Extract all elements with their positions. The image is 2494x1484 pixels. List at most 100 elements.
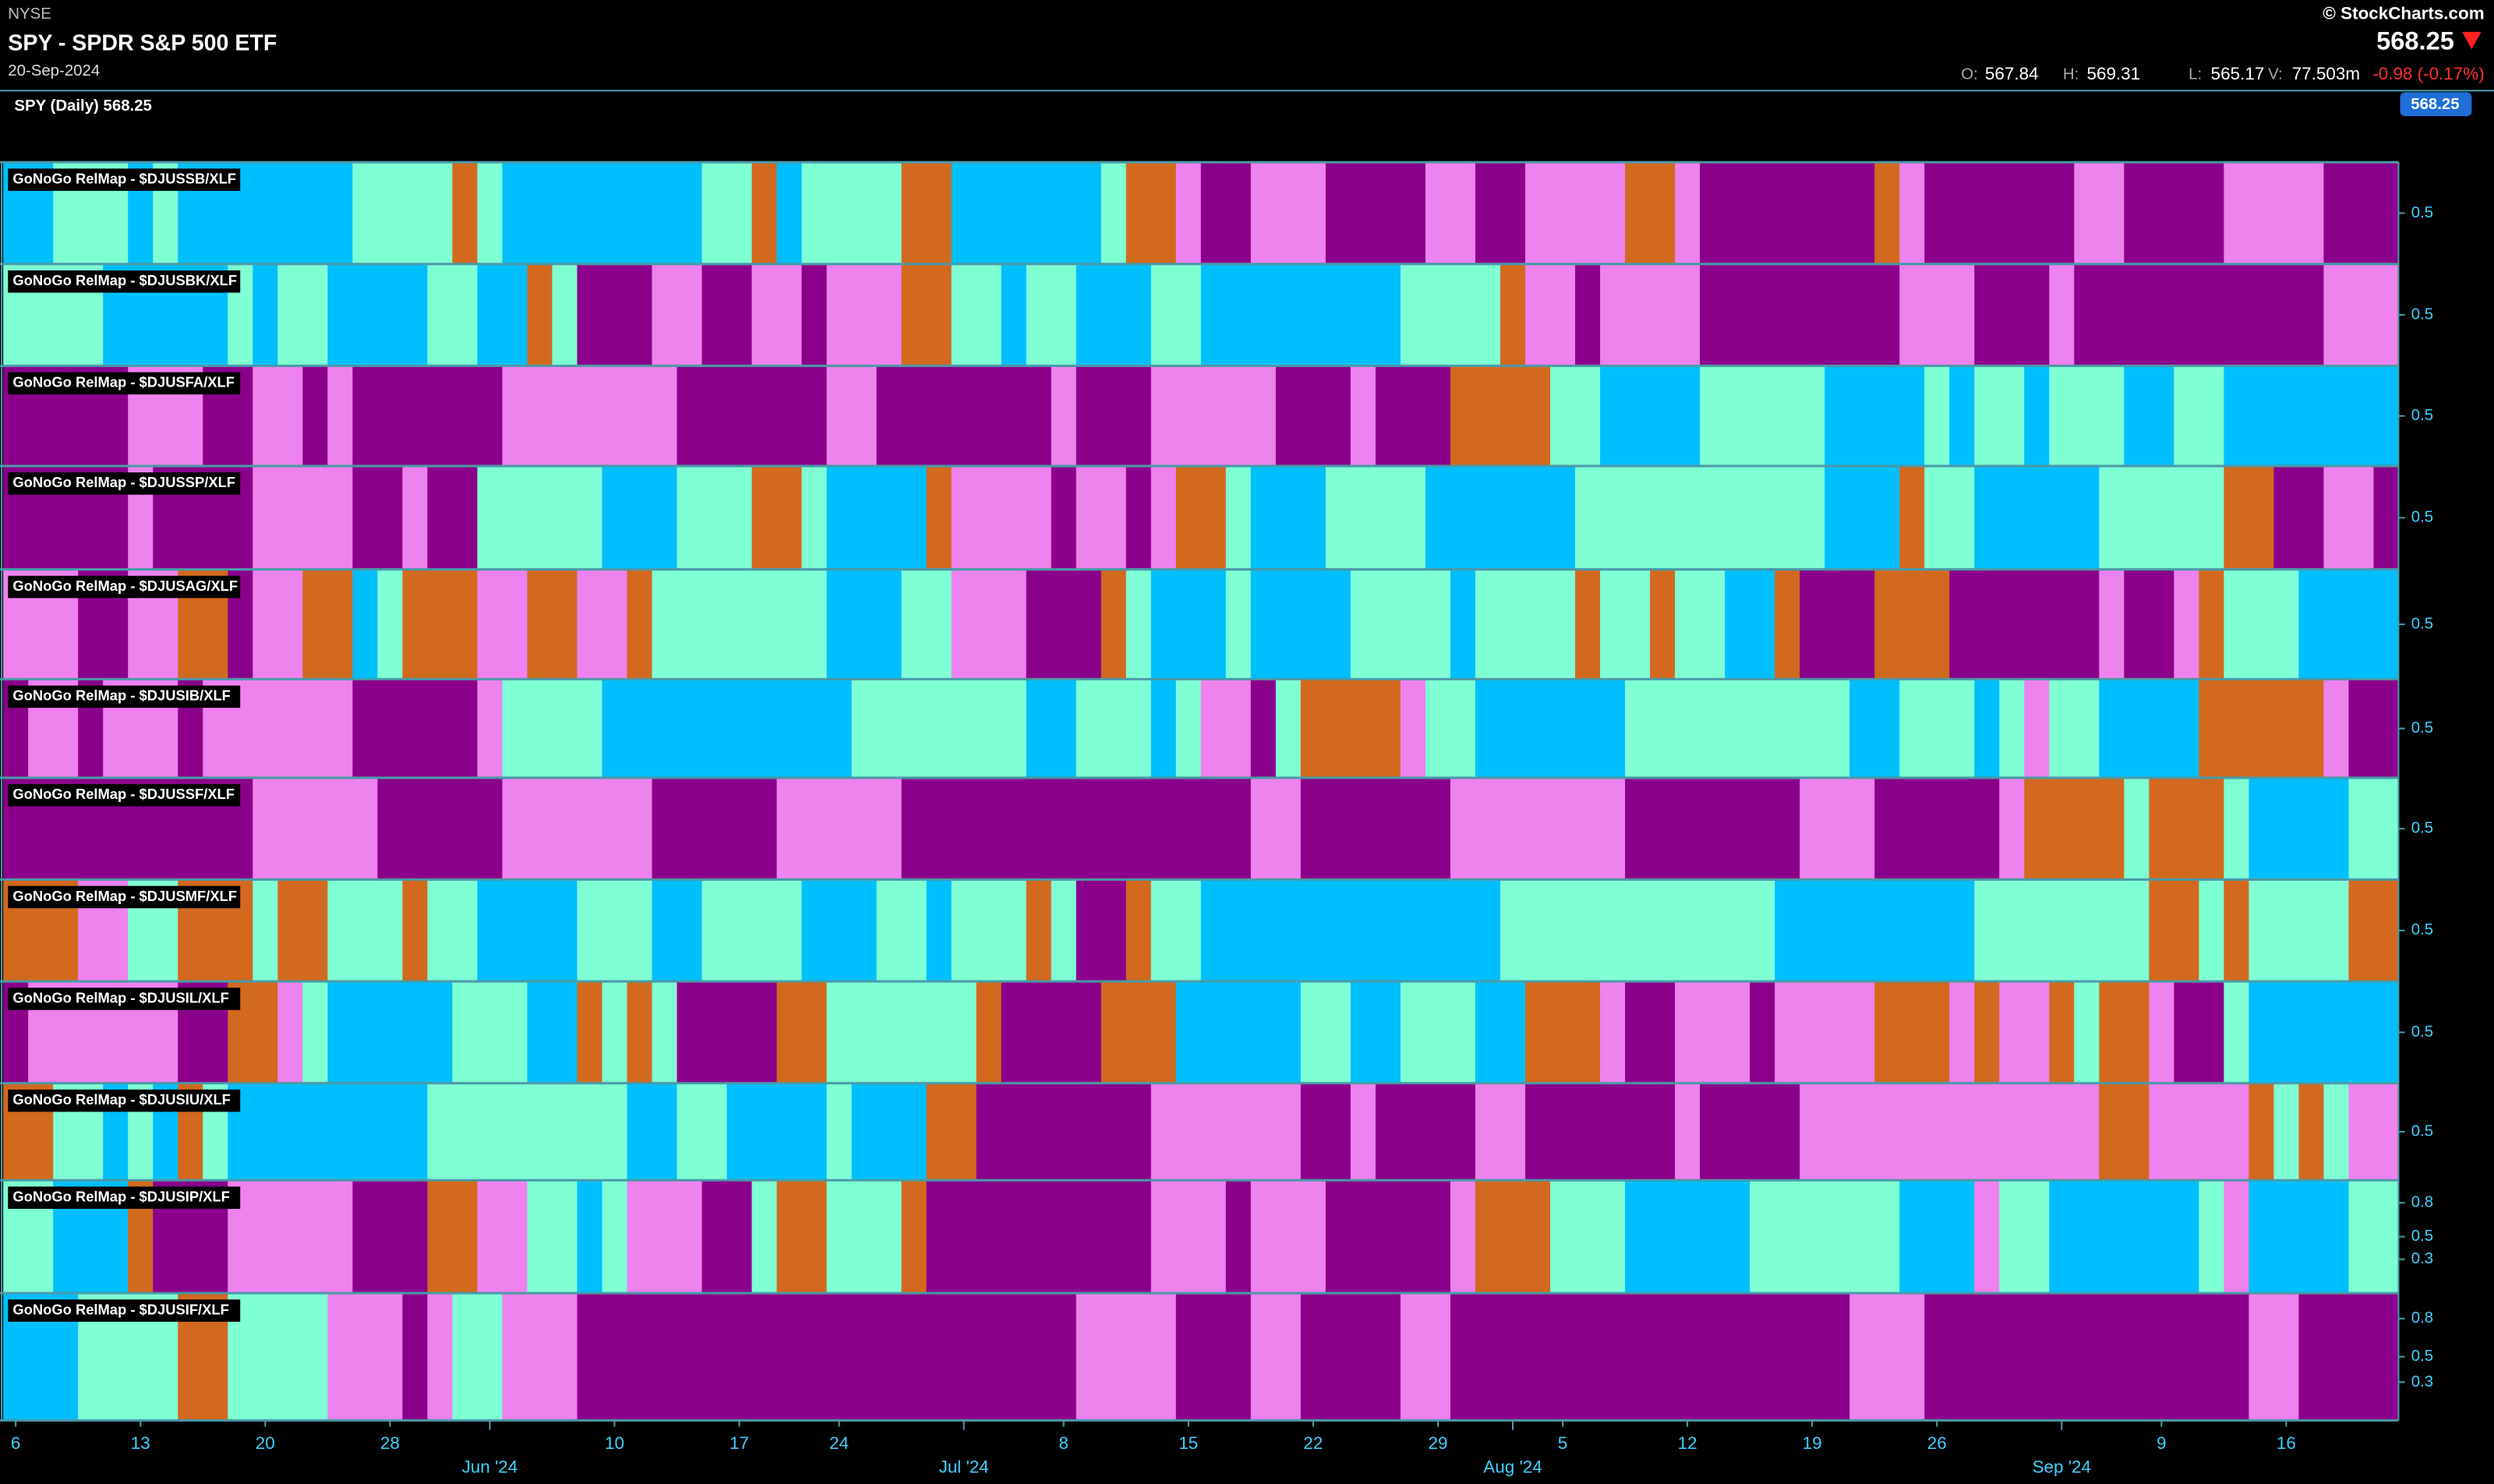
relmap-block [277, 879, 328, 982]
relmap-block [1250, 777, 1302, 880]
relmap-block [2323, 679, 2350, 778]
relmap-block [1175, 981, 1302, 1083]
relmap-block [1026, 879, 1052, 982]
relmap-block [1125, 879, 1152, 982]
relmap-block [228, 1083, 428, 1181]
relmap-block [2199, 879, 2225, 982]
relmap-block [1974, 465, 2100, 570]
y-tick-label: 0.8 [2411, 1309, 2433, 1327]
relmap-block [577, 1180, 603, 1294]
relmap-block [2199, 679, 2325, 778]
relmap-block [801, 465, 828, 570]
relmap-block [2099, 465, 2225, 570]
relmap-block [826, 569, 903, 680]
relmap-block [826, 366, 878, 466]
relmap-block [701, 263, 753, 366]
relmap-block [951, 465, 1052, 570]
relmap-block [327, 981, 454, 1083]
last-price: 568.25 [2376, 26, 2454, 55]
relmap-block [1450, 569, 1476, 680]
relmap-block [352, 1180, 428, 1294]
relmap-block [1675, 162, 1701, 264]
month-label: Jul '24 [939, 1458, 989, 1477]
relmap-block [2224, 366, 2400, 466]
panels: 0.5 GoNoGo RelMap - $DJUSSB/XLF 0.5 GoNoGo … [0, 161, 2433, 1422]
month-label: Aug '24 [1483, 1458, 1542, 1477]
relmap-block [402, 569, 479, 680]
relmap-block [477, 263, 528, 366]
relmap-block [2224, 1180, 2250, 1294]
relmap-block [1325, 1180, 1451, 1294]
relmap-block [826, 263, 903, 366]
panel-title: GoNoGo RelMap - $DJUSSP/XLF [12, 474, 235, 490]
relmap-block [1725, 569, 1775, 680]
relmap-block [676, 981, 778, 1083]
relmap-block [402, 1293, 428, 1421]
relmap-block [1250, 162, 1326, 264]
relmap-block [1700, 1083, 1800, 1181]
panel-label-bg [8, 472, 241, 495]
relmap-block [2099, 981, 2150, 1083]
relmap-block [1250, 679, 1277, 778]
relmap-block [1575, 263, 1601, 366]
relmap-block [1700, 366, 1825, 466]
relmap-block [1899, 465, 1925, 570]
relmap-block [1175, 1293, 1252, 1421]
relmap-block [1899, 162, 1925, 264]
relmap-block [1150, 879, 1202, 982]
relmap-block [2124, 162, 2225, 264]
relmap-block [652, 981, 678, 1083]
relmap-block [527, 1180, 578, 1294]
x-tick-label: 22 [1303, 1433, 1323, 1453]
relmap-block [1300, 777, 1451, 880]
relmap-block [228, 1180, 353, 1294]
relmap-block [2373, 465, 2400, 570]
relmap-block [352, 366, 503, 466]
panel-label-bg [8, 1089, 241, 1112]
relmap-block [1974, 1180, 2000, 1294]
relmap-block [1899, 263, 1975, 366]
relmap-block [1175, 162, 1202, 264]
relmap-block [701, 162, 753, 264]
relmap-block [2224, 879, 2250, 982]
y-tick-label: 0.5 [2411, 820, 2433, 837]
relmap-block [801, 879, 878, 982]
relmap-block [1575, 465, 1825, 570]
relmap-block [2224, 569, 2300, 680]
relmap-block [253, 366, 303, 466]
relmap-block [2124, 569, 2174, 680]
relmap-block [901, 777, 1252, 880]
relmap-block [253, 879, 278, 982]
relmap-block [2149, 777, 2225, 880]
relmap-block [2049, 366, 2125, 466]
relmap-block [1275, 366, 1351, 466]
relmap-block [1150, 1083, 1302, 1181]
relmap-block [302, 366, 328, 466]
x-tick-label: 8 [1059, 1433, 1069, 1453]
y-tick-label: 0.5 [2411, 615, 2433, 632]
panel-label-bg [8, 1186, 241, 1209]
relmap-block [1825, 465, 1900, 570]
relmap-block [2224, 777, 2250, 880]
relmap-block [1026, 569, 1102, 680]
relmap-block [427, 879, 479, 982]
x-tick-label: 5 [1558, 1433, 1567, 1453]
relmap-block [377, 777, 503, 880]
relmap-block [652, 263, 703, 366]
relmap-block [652, 777, 778, 880]
relmap-block [2323, 1083, 2350, 1181]
relmap-block [876, 879, 927, 982]
relmap-block [1999, 777, 2025, 880]
relmap-block [826, 981, 977, 1083]
relmap-block [1350, 981, 1401, 1083]
relmap-block [1150, 679, 1177, 778]
relmap-block [402, 879, 428, 982]
relmap-block [776, 162, 803, 264]
relmap-block [1775, 569, 1800, 680]
relmap-block [876, 366, 1052, 466]
relmap-block [2024, 679, 2050, 778]
relmap-block [951, 879, 1027, 982]
relmap-block [302, 569, 353, 680]
